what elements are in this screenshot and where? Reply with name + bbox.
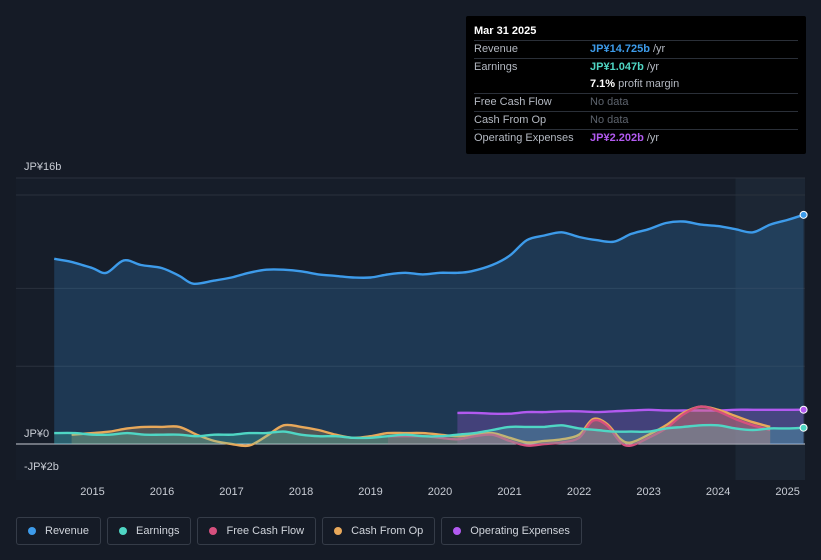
x-tick-label: 2024 [706, 486, 730, 498]
x-tick-label: 2016 [150, 486, 174, 498]
legend-item-free-cash-flow[interactable]: Free Cash Flow [197, 517, 317, 545]
x-tick-label: 2019 [358, 486, 382, 498]
legend-label: Revenue [45, 525, 90, 537]
legend-item-operating-expenses[interactable]: Operating Expenses [441, 517, 582, 545]
legend-dot-icon [334, 527, 343, 535]
x-axis-labels: 2015 2016 2017 2018 2019 2020 2021 2022 2023 2024… [80, 486, 800, 498]
legend-item-revenue[interactable]: Revenue [16, 517, 102, 545]
tooltip-unit: /yr [652, 43, 666, 55]
revenue-line [53, 213, 804, 286]
x-tick-label: 2023 [636, 486, 660, 498]
earnings-line [54, 423, 804, 440]
chart-grid [16, 177, 805, 480]
legend-label: Cash From Op [351, 525, 424, 537]
earnings-area [54, 425, 804, 444]
x-tick-label: 2025 [775, 486, 799, 498]
y-axis-labels: JP¥16b JP¥0 -JP¥2b [24, 161, 61, 473]
legend-dot-icon [28, 527, 36, 535]
cash-from-op-area [71, 406, 771, 447]
legend-label: Operating Expenses [470, 525, 570, 537]
tooltip-row-earnings: Earnings JP¥1.047b /yr [474, 58, 798, 76]
cash-from-op-line [71, 405, 771, 448]
chart-series [53, 210, 808, 448]
legend-item-earnings[interactable]: Earnings [107, 517, 192, 545]
x-tick-label: 2015 [80, 486, 104, 498]
tooltip-label: Operating Expenses [474, 132, 574, 144]
operating-expenses-area [457, 409, 804, 444]
operating-expenses-end-marker [799, 405, 808, 414]
tooltip-value: 7.1% [590, 78, 616, 90]
x-tick-label: 2021 [497, 486, 521, 498]
x-tick-label: 2022 [567, 486, 591, 498]
tooltip-row-free-cash-flow: Free Cash Flow No data [474, 93, 798, 111]
tooltip-row-operating-expenses: Operating Expenses JP¥2.202b /yr [474, 129, 798, 147]
tooltip-unit: /yr [646, 132, 660, 144]
tooltip-label: Free Cash Flow [474, 96, 552, 108]
tooltip-row-revenue: Revenue JP¥14.725b /yr [474, 40, 798, 58]
chart-legend: Revenue Earnings Free Cash Flow Cash Fro… [16, 517, 582, 545]
tooltip-value: JP¥2.202b [590, 132, 644, 144]
x-tick-label: 2020 [428, 486, 452, 498]
plot-background [16, 178, 805, 480]
legend-dot-icon [119, 527, 128, 535]
tooltip-row-margin: 7.1% profit margin [474, 76, 798, 93]
tooltip-label: Revenue [474, 43, 519, 55]
y-tick-label-zero: JP¥0 [24, 428, 49, 440]
tooltip-value: JP¥1.047b [590, 61, 644, 73]
tooltip-unit: /yr [646, 61, 660, 73]
legend-label: Earnings [136, 525, 180, 537]
y-tick-label-bottom: -JP¥2b [24, 461, 59, 473]
tooltip-value: No data [590, 114, 629, 126]
y-tick-label-top: JP¥16b [24, 161, 61, 173]
tooltip-unit: profit margin [618, 78, 680, 90]
tooltip-value: JP¥14.725b [590, 43, 650, 55]
free-cash-flow-line [387, 405, 771, 448]
financial-chart: JP¥16b JP¥0 -JP¥2b 2015 2016 2017 2018 2019 2… [16, 161, 808, 498]
tooltip-label [474, 76, 590, 93]
legend-label: Free Cash Flow [226, 525, 305, 537]
revenue-area [54, 214, 804, 444]
x-tick-label: 2017 [219, 486, 243, 498]
legend-dot-icon [453, 527, 462, 535]
revenue-end-marker [799, 210, 808, 219]
tooltip-label: Cash From Op [474, 114, 547, 126]
tooltip-value: No data [590, 96, 629, 108]
legend-dot-icon [209, 527, 218, 535]
tooltip-date: Mar 31 2025 [474, 25, 537, 37]
operating-expenses-line [457, 408, 804, 416]
data-tooltip: Mar 31 2025 Revenue JP¥14.725b /yr Earni… [466, 16, 806, 154]
tooltip-row-cash-from-op: Cash From Op No data [474, 111, 798, 129]
earnings-end-marker [799, 423, 808, 432]
tooltip-label: Earnings [474, 61, 518, 73]
x-tick-label: 2018 [289, 486, 313, 498]
legend-item-cash-from-op[interactable]: Cash From Op [322, 517, 436, 545]
